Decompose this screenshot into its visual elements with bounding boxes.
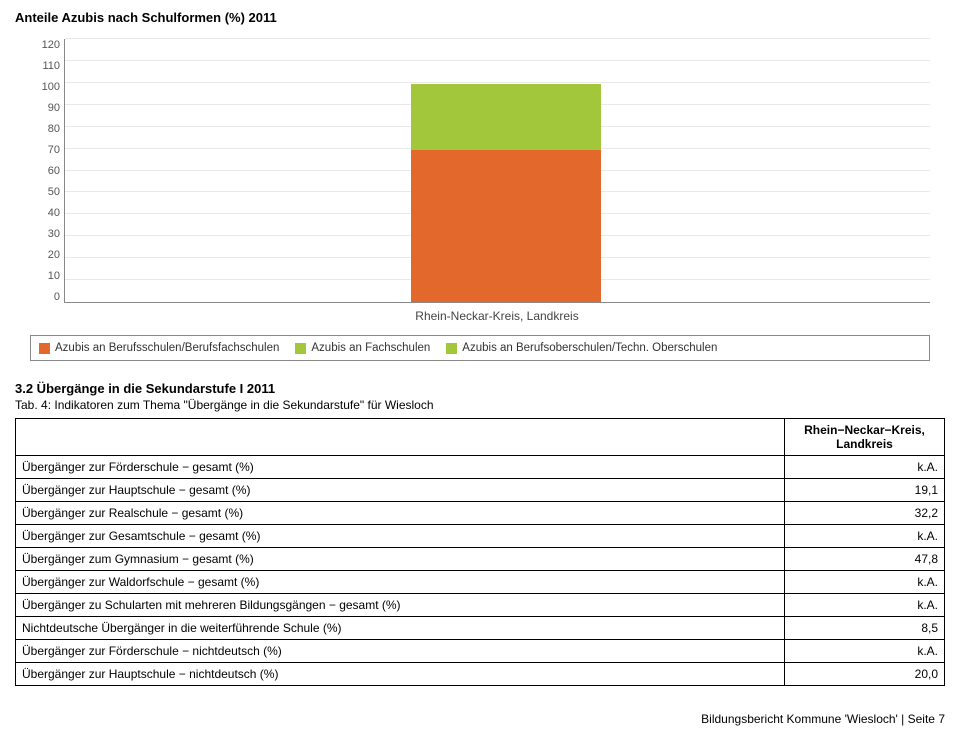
y-tick: 100	[42, 81, 60, 93]
x-axis-label: Rhein-Neckar-Kreis, Landkreis	[64, 303, 930, 323]
row-value: 20,0	[785, 663, 945, 686]
y-tick: 20	[48, 249, 60, 261]
row-label: Nichtdeutsche Übergänger in die weiterfü…	[16, 617, 785, 640]
row-label: Übergänger zur Waldorfschule − gesamt (%…	[16, 571, 785, 594]
legend-swatch	[39, 343, 50, 354]
legend-label: Azubis an Fachschulen	[311, 342, 430, 354]
y-tick: 60	[48, 165, 60, 177]
legend-item: Azubis an Fachschulen	[295, 342, 430, 354]
row-label: Übergänger zur Förderschule − gesamt (%)	[16, 456, 785, 479]
y-axis: 1201101009080706050403020100	[30, 39, 64, 303]
y-tick: 80	[48, 123, 60, 135]
bar-segment	[411, 150, 601, 302]
legend-item: Azubis an Berufsoberschulen/Techn. Obers…	[446, 342, 717, 354]
row-value: k.A.	[785, 594, 945, 617]
table-row: Übergänger zur Gesamtschule − gesamt (%)…	[16, 525, 945, 548]
y-tick: 110	[42, 60, 60, 72]
y-tick: 10	[48, 270, 60, 282]
data-table: Rhein−Neckar−Kreis, Landkreis Übergänger…	[15, 418, 945, 686]
table-row: Übergänger zur Realschule − gesamt (%)32…	[16, 502, 945, 525]
plot-area	[64, 39, 930, 303]
row-value: k.A.	[785, 571, 945, 594]
y-tick: 70	[48, 144, 60, 156]
row-value: 19,1	[785, 479, 945, 502]
grid-line	[65, 82, 930, 83]
page-title: Anteile Azubis nach Schulformen (%) 2011	[15, 10, 945, 25]
legend: Azubis an Berufsschulen/Berufsfachschule…	[30, 335, 930, 361]
table-header-blank	[16, 419, 785, 456]
bar-stack	[411, 84, 601, 302]
row-value: k.A.	[785, 640, 945, 663]
grid-line	[65, 60, 930, 61]
legend-item: Azubis an Berufsschulen/Berufsfachschule…	[39, 342, 279, 354]
page-footer: Bildungsbericht Kommune 'Wiesloch' | Sei…	[15, 712, 945, 726]
table-row: Nichtdeutsche Übergänger in die weiterfü…	[16, 617, 945, 640]
row-value: 47,8	[785, 548, 945, 571]
chart: 1201101009080706050403020100 Rhein-Necka…	[30, 39, 930, 361]
row-label: Übergänger zum Gymnasium − gesamt (%)	[16, 548, 785, 571]
table-row: Übergänger zur Hauptschule − gesamt (%)1…	[16, 479, 945, 502]
legend-label: Azubis an Berufsoberschulen/Techn. Obers…	[462, 342, 717, 354]
row-label: Übergänger zur Hauptschule − gesamt (%)	[16, 479, 785, 502]
y-tick: 40	[48, 207, 60, 219]
table-row: Übergänger zur Hauptschule − nichtdeutsc…	[16, 663, 945, 686]
table-caption: Tab. 4: Indikatoren zum Thema "Übergänge…	[15, 398, 945, 412]
row-value: k.A.	[785, 525, 945, 548]
table-header-col: Rhein−Neckar−Kreis, Landkreis	[785, 419, 945, 456]
table-row: Übergänger zu Schularten mit mehreren Bi…	[16, 594, 945, 617]
row-value: 8,5	[785, 617, 945, 640]
table-row: Übergänger zur Förderschule − nichtdeuts…	[16, 640, 945, 663]
row-value: k.A.	[785, 456, 945, 479]
y-tick: 0	[54, 291, 60, 303]
row-label: Übergänger zur Hauptschule − nichtdeutsc…	[16, 663, 785, 686]
table-row: Übergänger zur Förderschule − gesamt (%)…	[16, 456, 945, 479]
y-tick: 50	[48, 186, 60, 198]
y-tick: 120	[42, 39, 60, 51]
y-tick: 90	[48, 102, 60, 114]
legend-swatch	[295, 343, 306, 354]
row-label: Übergänger zur Realschule − gesamt (%)	[16, 502, 785, 525]
legend-label: Azubis an Berufsschulen/Berufsfachschule…	[55, 342, 279, 354]
row-value: 32,2	[785, 502, 945, 525]
legend-swatch	[446, 343, 457, 354]
row-label: Übergänger zu Schularten mit mehreren Bi…	[16, 594, 785, 617]
y-tick: 30	[48, 228, 60, 240]
table-row: Übergänger zur Waldorfschule − gesamt (%…	[16, 571, 945, 594]
bar-segment	[411, 84, 601, 150]
section-heading: 3.2 Übergänge in die Sekundarstufe I 201…	[15, 381, 945, 396]
row-label: Übergänger zur Förderschule − nichtdeuts…	[16, 640, 785, 663]
table-row: Übergänger zum Gymnasium − gesamt (%)47,…	[16, 548, 945, 571]
row-label: Übergänger zur Gesamtschule − gesamt (%)	[16, 525, 785, 548]
grid-line	[65, 38, 930, 39]
